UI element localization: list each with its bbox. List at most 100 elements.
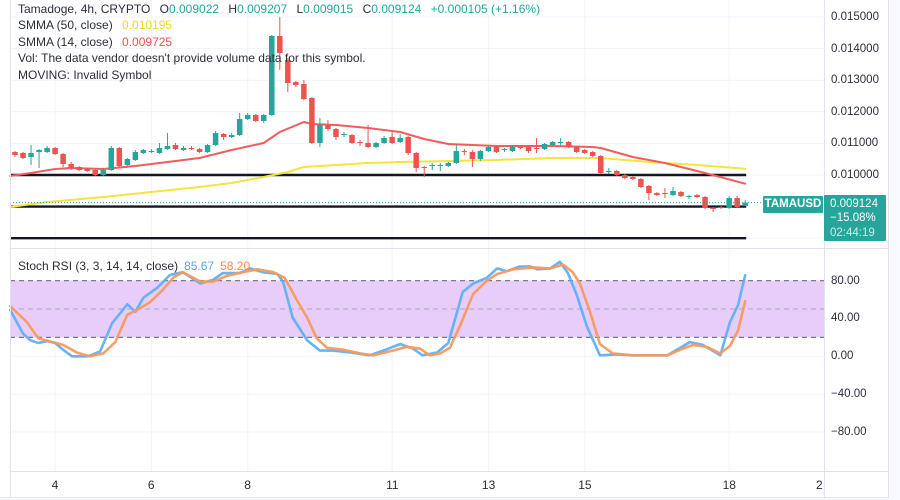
candle-body [220, 134, 227, 137]
candle-up [244, 113, 251, 120]
candle-down [60, 153, 66, 168]
candle-body [108, 148, 115, 171]
candle-body [52, 148, 58, 154]
time-axis-label: 8 [244, 478, 251, 492]
candle-body [509, 147, 516, 152]
candle-up [429, 162, 435, 171]
candle-down [333, 128, 339, 140]
candle-up [132, 150, 139, 162]
stoch-d-line[interactable] [8, 263, 747, 358]
candle-up [549, 141, 556, 146]
candle-body [614, 170, 620, 176]
price-axis-separator [824, 0, 825, 498]
candle-body [188, 148, 195, 150]
candle-down [84, 167, 90, 173]
candle-up [397, 134, 403, 143]
low-label: L [296, 2, 304, 16]
smma50-name[interactable]: SMMA (50, close) [18, 18, 113, 32]
candle-up [236, 113, 243, 137]
candle-body [485, 147, 492, 152]
candle-up [164, 133, 171, 151]
candle-body [694, 195, 700, 197]
chart-canvas[interactable] [0, 0, 824, 471]
candle-down [188, 145, 195, 151]
candle-down [172, 142, 179, 151]
candle-body [678, 192, 684, 197]
candle-down [413, 151, 419, 173]
stoch-rsi-name[interactable]: Stoch RSI (3, 3, 14, 14, close) [18, 259, 179, 273]
symbol-legend-row[interactable]: Tamadoge, 4h, CRYPTO O0.009022 H0.009207… [18, 1, 540, 17]
stoch-axis-label: 40.00 [831, 312, 860, 325]
candle-down [581, 148, 588, 154]
candle-body [148, 151, 155, 153]
candle-down [252, 114, 259, 123]
candle-body [373, 142, 379, 148]
candle-body [389, 136, 395, 143]
smma14-legend-row[interactable]: SMMA (14, close) 0.009725 [18, 34, 172, 50]
candle-body [670, 190, 676, 196]
candle-down [702, 196, 708, 210]
candle-up [28, 145, 34, 166]
candle-body [606, 170, 612, 173]
price-change-percent: −15.08% [830, 212, 876, 225]
candle-body [477, 151, 484, 160]
candle-down [573, 145, 580, 154]
time-axis-label: 11 [386, 478, 399, 492]
candle-body [429, 165, 435, 167]
candle-body [413, 153, 419, 168]
candle-up [212, 131, 219, 146]
candle-body [317, 125, 323, 143]
candle-down [614, 170, 620, 177]
candle-body [140, 150, 147, 154]
candle-body [293, 82, 299, 86]
bar-countdown: 02:44:19 [830, 226, 875, 239]
candle-body [702, 196, 708, 208]
open-label: O [159, 2, 169, 16]
symbol-title[interactable]: Tamadoge, 4h, CRYPTO [18, 2, 151, 16]
smma50-legend-row[interactable]: SMMA (50, close) 0.010195 [18, 17, 172, 33]
candle-down [116, 147, 123, 168]
price-axis-label: 0.015000 [831, 11, 879, 23]
candle-body [325, 125, 331, 129]
volume-legend-row[interactable]: Vol: The data vendor doesn't provide vol… [18, 50, 366, 66]
candle-body [252, 114, 259, 121]
stoch-rsi-legend[interactable]: Stoch RSI (3, 3, 14, 14, close) 85.67 58.2… [18, 258, 250, 274]
stoch-axis-label: 80.00 [831, 274, 860, 287]
candle-body [84, 168, 90, 171]
candle-down [638, 178, 644, 188]
candle-body [212, 133, 219, 146]
candle-up [541, 142, 548, 151]
right-gutter [889, 0, 900, 500]
candle-up [140, 148, 147, 154]
candle-down [196, 148, 203, 154]
candle-down [493, 145, 500, 154]
candle-up [100, 168, 107, 177]
candle-body [557, 142, 564, 144]
pane-separator[interactable] [10, 248, 889, 249]
candle-body [622, 175, 628, 179]
candle-body [156, 148, 163, 154]
last-price-value: 0.009124 [830, 198, 878, 210]
right-border [888, 0, 889, 498]
candle-up [437, 162, 444, 171]
candle-down [533, 137, 540, 154]
candle-body [742, 202, 748, 206]
candle-down [589, 151, 596, 157]
price-axis-label: 0.013000 [831, 74, 879, 87]
candle-down [694, 193, 700, 199]
candle-down [92, 168, 98, 177]
candle-body [309, 97, 315, 143]
stoch-axis[interactable]: 80.00 40.00 0.00 −40.00 −80.00 [825, 249, 889, 471]
candle-body [204, 145, 211, 152]
time-axis[interactable]: 4 6 8 11 13 15 18 2 [11, 472, 824, 498]
last-price-box: 0.009124 −15.08% 02:44:19 [824, 195, 886, 241]
candle-body [236, 119, 243, 135]
moving-legend-row[interactable]: MOVING: Invalid Symbol [18, 67, 151, 83]
candle-body [12, 151, 18, 155]
smma14-name[interactable]: SMMA (14, close) [18, 35, 113, 49]
candle-down [710, 207, 716, 213]
candle-up [269, 35, 275, 117]
candle-down [349, 134, 355, 145]
candle-body [734, 198, 740, 208]
